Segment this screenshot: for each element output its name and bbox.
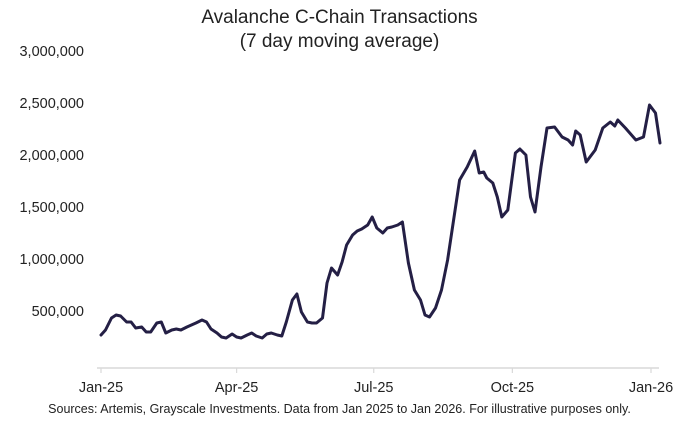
y-tick-label: 3,000,000	[19, 44, 84, 60]
y-tick-label: 1,000,000	[19, 252, 84, 268]
chart-subtitle: (7 day moving average)	[239, 31, 440, 52]
transactions-line	[99, 103, 662, 340]
source-note: Sources: Artemis, Grayscale Investments.…	[48, 402, 631, 416]
x-tick-label: Jan-25	[79, 380, 123, 396]
chart-title-block: Avalanche C-Chain Transactions (7 day mo…	[0, 6, 679, 54]
x-tick-label: Jan-26	[629, 380, 673, 396]
y-tick-label: 500,000	[32, 304, 84, 320]
x-tick-label: Jul-25	[354, 380, 394, 396]
y-tick-label: 2,500,000	[19, 96, 84, 112]
chart-title: Avalanche C-Chain Transactions	[201, 7, 478, 28]
y-tick-label: 1,500,000	[19, 200, 84, 216]
x-tick-label: Apr-25	[215, 380, 259, 396]
y-tick-label: 2,000,000	[19, 148, 84, 164]
x-tick-label: Oct-25	[491, 380, 535, 396]
